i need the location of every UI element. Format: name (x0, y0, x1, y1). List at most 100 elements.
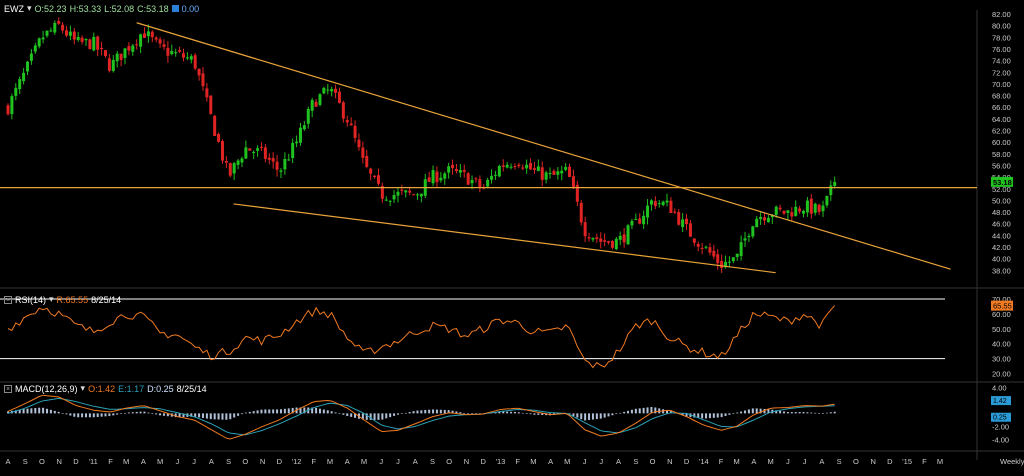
candle-up[interactable] (661, 201, 665, 206)
candle-down[interactable] (607, 241, 611, 243)
candle-up[interactable] (470, 179, 474, 184)
macd-close-icon[interactable]: × (4, 384, 12, 393)
candle-down[interactable] (178, 50, 182, 52)
candle-up[interactable] (747, 235, 751, 238)
candle-down[interactable] (603, 240, 607, 242)
candle-down[interactable] (259, 146, 263, 148)
candle-down[interactable] (529, 163, 533, 170)
candle-down[interactable] (380, 185, 384, 199)
candle-up[interactable] (306, 108, 310, 124)
candle-up[interactable] (614, 238, 618, 250)
candle-up[interactable] (525, 164, 529, 169)
candle-down[interactable] (64, 30, 68, 36)
candle-down[interactable] (201, 73, 205, 87)
candle-up[interactable] (111, 59, 115, 71)
candle-down[interactable] (673, 211, 677, 213)
candle-down[interactable] (451, 164, 455, 168)
candle-up[interactable] (536, 166, 540, 171)
candle-down[interactable] (220, 141, 224, 161)
candle-up[interactable] (37, 38, 41, 47)
candle-up[interactable] (256, 148, 260, 151)
candle-up[interactable] (443, 173, 447, 179)
candle-down[interactable] (798, 208, 802, 212)
candle-up[interactable] (493, 174, 497, 176)
candle-up[interactable] (497, 165, 501, 177)
candle-up[interactable] (642, 215, 646, 225)
candle-down[interactable] (653, 201, 657, 207)
candle-down[interactable] (408, 190, 412, 193)
candle-down[interactable] (314, 101, 318, 107)
candle-up[interactable] (53, 22, 57, 33)
candle-down[interactable] (599, 238, 603, 242)
candle-down[interactable] (88, 39, 92, 50)
candle-down[interactable] (365, 155, 369, 168)
candle-down[interactable] (708, 247, 712, 253)
candle-down[interactable] (154, 37, 158, 40)
candle-down[interactable] (677, 212, 681, 225)
candle-up[interactable] (630, 220, 634, 226)
candle-up[interactable] (185, 57, 189, 59)
candle-down[interactable] (716, 254, 720, 264)
candle-up[interactable] (704, 246, 708, 248)
candle-up[interactable] (18, 79, 22, 90)
candle-down[interactable] (521, 167, 525, 169)
candle-up[interactable] (232, 163, 236, 174)
candle-down[interactable] (809, 198, 813, 214)
candle-up[interactable] (33, 45, 37, 52)
candle-up[interactable] (68, 31, 72, 36)
candle-down[interactable] (638, 218, 642, 224)
candle-up[interactable] (724, 261, 728, 268)
candle-up[interactable] (139, 34, 143, 47)
candle-down[interactable] (217, 133, 221, 142)
candle-up[interactable] (458, 169, 462, 173)
upper-trendline[interactable] (136, 22, 951, 270)
candle-up[interactable] (392, 195, 396, 200)
candle-down[interactable] (181, 53, 185, 58)
candle-up[interactable] (509, 166, 513, 168)
candle-down[interactable] (712, 250, 716, 257)
macd-title[interactable]: MACD(12,26,9) (15, 383, 78, 394)
candle-down[interactable] (540, 167, 544, 180)
candle-down[interactable] (579, 202, 583, 223)
candle-down[interactable] (334, 88, 338, 93)
candle-up[interactable] (681, 219, 685, 227)
candle-up[interactable] (41, 37, 45, 40)
candle-down[interactable] (552, 170, 556, 175)
frequency-label[interactable]: Weekly (1000, 457, 1024, 466)
candle-down[interactable] (142, 33, 146, 38)
candle-up[interactable] (727, 261, 731, 263)
candle-down[interactable] (127, 46, 131, 51)
candle-down[interactable] (568, 166, 572, 178)
candle-down[interactable] (228, 163, 232, 176)
candle-up[interactable] (829, 185, 833, 196)
candle-up[interactable] (665, 200, 669, 203)
candle-up[interactable] (649, 200, 653, 205)
candle-down[interactable] (376, 175, 380, 184)
candle-down[interactable] (669, 200, 673, 214)
candle-down[interactable] (72, 31, 76, 40)
candle-up[interactable] (22, 72, 26, 82)
candle-down[interactable] (248, 148, 252, 151)
candle-down[interactable] (205, 88, 209, 98)
candle-up[interactable] (447, 166, 451, 173)
candle-down[interactable] (474, 178, 478, 180)
candle-down[interactable] (400, 189, 404, 191)
candle-up[interactable] (805, 200, 809, 213)
candle-up[interactable] (322, 87, 326, 94)
candle-up[interactable] (415, 194, 419, 196)
candle-down[interactable] (224, 160, 228, 163)
rsi-title[interactable]: RSI(14) (15, 294, 47, 305)
candle-up[interactable] (431, 170, 435, 184)
candle-down[interactable] (353, 125, 357, 138)
candle-up[interactable] (310, 100, 314, 111)
candle-up[interactable] (755, 218, 759, 228)
candle-down[interactable] (373, 175, 377, 177)
candle-down[interactable] (337, 91, 341, 103)
candle-up[interactable] (743, 238, 747, 241)
candle-up[interactable] (283, 158, 287, 170)
candle-up[interactable] (115, 53, 119, 62)
candle-down[interactable] (166, 47, 170, 56)
candle-up[interactable] (657, 203, 661, 205)
candle-up[interactable] (318, 94, 322, 105)
candle-down[interactable] (103, 50, 107, 57)
